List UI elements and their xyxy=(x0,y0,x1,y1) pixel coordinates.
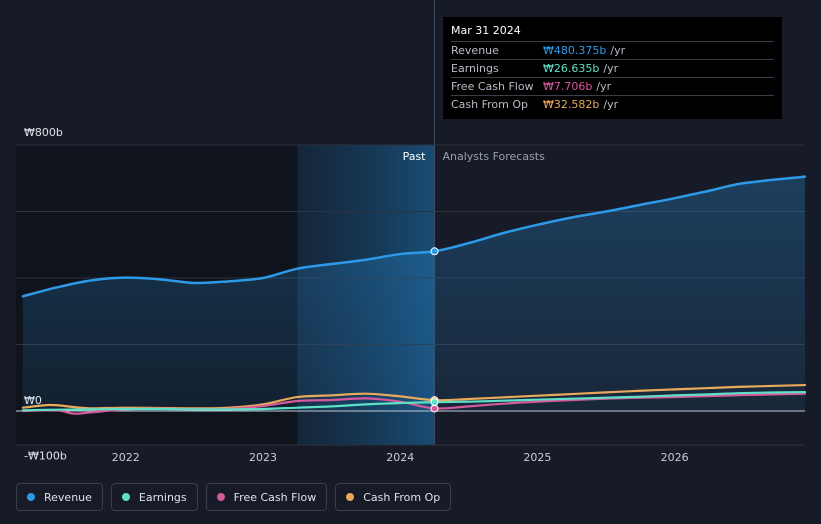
y-tick-label: -₩100b xyxy=(24,449,67,462)
earnings-line xyxy=(21,390,807,412)
cash-from-op-dot-icon xyxy=(346,493,355,501)
tooltip-row-revenue: Revenue ₩480.375b /yr xyxy=(451,41,774,59)
x-tick-label: 2025 xyxy=(523,451,551,464)
legend-item-cash-from-op[interactable]: Cash From Op xyxy=(335,483,452,511)
tooltip-row-cash-from-op: Cash From Op ₩32.582b /yr xyxy=(451,95,774,113)
tooltip-label: Revenue xyxy=(451,44,499,57)
cash-from-op-line xyxy=(21,383,807,410)
past-label: Past xyxy=(403,150,427,163)
legend-label: Cash From Op xyxy=(363,490,441,504)
legend-item-earnings[interactable]: Earnings xyxy=(110,483,198,511)
tooltip-unit: /yr xyxy=(596,80,612,93)
tooltip: Mar 31 2024 Revenue ₩480.375b /yr Earnin… xyxy=(443,17,782,119)
x-tick-label: 2022 xyxy=(112,451,140,464)
tooltip-row-free-cash-flow: Free Cash Flow ₩7.706b /yr xyxy=(451,77,774,95)
tooltip-value: ₩26.635b xyxy=(543,62,600,75)
legend-item-free-cash-flow[interactable]: Free Cash Flow xyxy=(205,483,328,511)
x-tick-label: 2023 xyxy=(249,451,277,464)
legend-label: Free Cash Flow xyxy=(233,490,317,504)
tooltip-value: ₩7.706b xyxy=(543,80,593,93)
tooltip-label: Free Cash Flow xyxy=(451,80,534,93)
tooltip-unit: /yr xyxy=(603,62,619,75)
legend-label: Revenue xyxy=(44,490,92,504)
legend: Revenue Earnings Free Cash Flow Cash Fro… xyxy=(16,483,452,511)
y-tick-label: ₩0 xyxy=(24,394,42,407)
free-cash-flow-dot-icon xyxy=(216,493,225,501)
legend-item-revenue[interactable]: Revenue xyxy=(16,483,103,511)
forecast-label: Analysts Forecasts xyxy=(443,150,546,163)
x-tick-label: 2024 xyxy=(386,451,414,464)
tooltip-label: Cash From Op xyxy=(451,98,529,111)
tooltip-unit: /yr xyxy=(610,44,626,57)
earnings-marker xyxy=(430,398,439,407)
tooltip-row-earnings: Earnings ₩26.635b /yr xyxy=(451,59,774,77)
revenue-area xyxy=(22,176,806,411)
revenue-marker xyxy=(430,247,439,256)
tooltip-value: ₩32.582b xyxy=(543,98,600,111)
y-tick-label: ₩800b xyxy=(24,126,63,139)
revenue-line xyxy=(21,175,807,298)
x-tick-label: 2026 xyxy=(661,451,689,464)
tooltip-label: Earnings xyxy=(451,62,499,75)
revenue-dot-icon xyxy=(27,493,35,501)
tooltip-date: Mar 31 2024 xyxy=(451,24,521,37)
tooltip-value: ₩480.375b xyxy=(543,44,607,57)
earnings-dot-icon xyxy=(121,493,130,501)
legend-label: Earnings xyxy=(138,490,187,504)
tooltip-unit: /yr xyxy=(603,98,619,111)
